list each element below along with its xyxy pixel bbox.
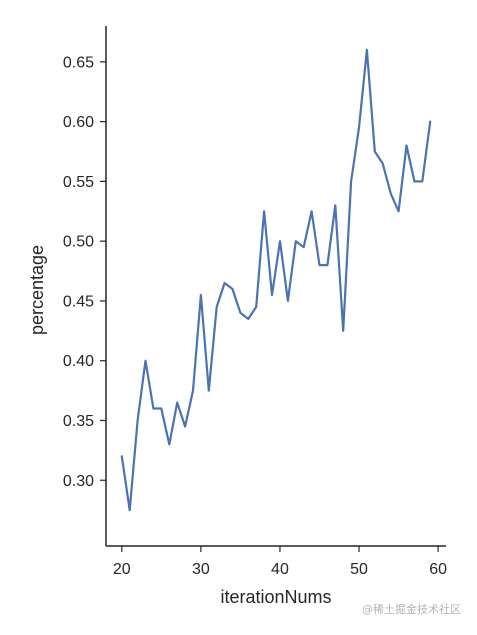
series-line [120, 48, 432, 512]
y-tick-label: 0.55 [63, 174, 94, 191]
data-point [270, 293, 274, 297]
watermark-text: @稀土掘金技术社区 [362, 603, 461, 616]
x-axis-title: iterationNums [220, 587, 331, 607]
data-point [159, 407, 163, 411]
data-point [420, 179, 424, 183]
data-point [167, 442, 171, 446]
y-tick-label: 0.30 [63, 473, 94, 490]
y-tick-label: 0.40 [63, 353, 94, 370]
y-tick-label: 0.50 [63, 234, 94, 251]
data-point [278, 239, 282, 243]
data-point [381, 162, 385, 166]
data-point [223, 281, 227, 285]
x-tick-label: 20 [113, 561, 131, 578]
data-point [357, 126, 361, 130]
data-point [183, 425, 187, 429]
data-point [254, 305, 258, 309]
y-tick-label: 0.65 [63, 54, 94, 71]
data-point [238, 311, 242, 315]
data-point [120, 454, 124, 458]
y-axis-title: percentage [27, 245, 47, 335]
data-point [397, 209, 401, 213]
data-point [325, 263, 329, 267]
data-point [144, 359, 148, 363]
data-point [128, 508, 132, 512]
data-point [365, 48, 369, 52]
y-tick-label: 0.60 [63, 114, 94, 131]
x-tick-label: 50 [350, 561, 368, 578]
x-tick-label: 40 [271, 561, 289, 578]
data-point [349, 179, 353, 183]
data-point [199, 293, 203, 297]
x-axis: 20 30 40 50 60 [106, 545, 447, 578]
data-point [333, 203, 337, 207]
data-point [318, 263, 322, 267]
y-tick-label: 0.45 [63, 293, 94, 310]
data-point [389, 191, 393, 195]
y-axis: 0.30 0.35 0.40 0.45 0.50 0.55 0.60 0.65 [63, 26, 107, 546]
data-point [412, 179, 416, 183]
data-point [207, 389, 211, 393]
data-point [136, 419, 140, 423]
data-point [175, 401, 179, 405]
data-point [191, 389, 195, 393]
data-point [373, 150, 377, 154]
data-point [262, 209, 266, 213]
data-point [310, 209, 314, 213]
x-tick-label: 30 [192, 561, 210, 578]
data-point [428, 120, 432, 124]
data-point [286, 299, 290, 303]
data-point [215, 305, 219, 309]
series-percentage [120, 48, 432, 512]
y-tick-label: 0.35 [63, 413, 94, 430]
data-point [246, 317, 250, 321]
data-point [341, 329, 345, 333]
data-point [231, 287, 235, 291]
data-point [405, 144, 409, 148]
x-tick-label: 60 [429, 561, 447, 578]
data-point [151, 407, 155, 411]
data-point [294, 239, 298, 243]
data-point [302, 245, 306, 249]
